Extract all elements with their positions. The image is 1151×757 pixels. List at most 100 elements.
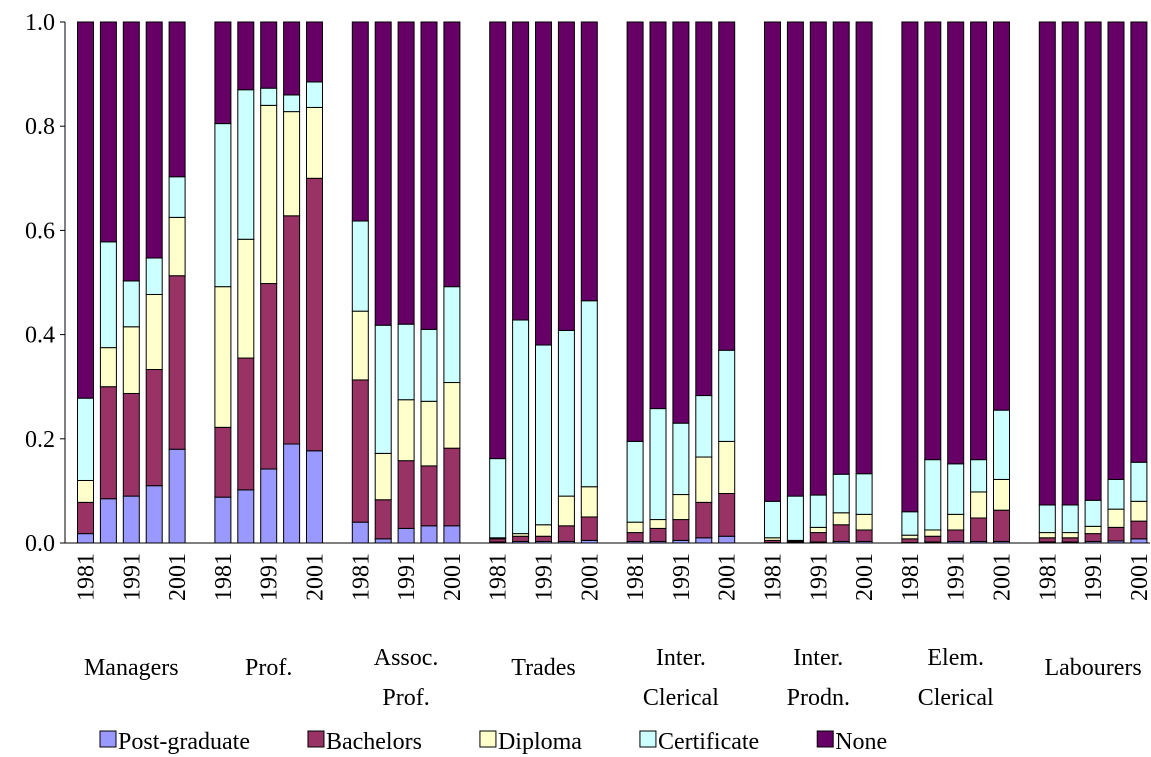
- bar-segment: [122, 392, 140, 497]
- bar-segment: [77, 533, 94, 544]
- bar-segment: [1130, 538, 1148, 544]
- bar-segment: [443, 525, 461, 544]
- bar-segment: [77, 21, 94, 399]
- bar-segment: [214, 496, 232, 544]
- legend-swatch: [639, 730, 657, 748]
- x-tick-label: 1991: [1081, 553, 1107, 601]
- bar-segment: [947, 529, 965, 542]
- x-tick-label: 2001: [303, 553, 329, 601]
- bar-segment: [580, 486, 598, 518]
- group-label: Clerical: [643, 685, 719, 711]
- bar-segment: [718, 349, 736, 442]
- bar-segment: [168, 275, 186, 450]
- bar-segment: [397, 399, 415, 462]
- bar-segment: [535, 344, 552, 526]
- bar-segment: [1107, 526, 1125, 542]
- x-tick-label: 2001: [852, 553, 878, 601]
- bar-segment: [397, 323, 415, 401]
- bar-segment: [214, 426, 232, 498]
- bar-segment: [351, 310, 369, 381]
- bar-segment: [580, 21, 598, 302]
- bar-segment: [122, 280, 140, 328]
- bar-segment: [214, 286, 232, 428]
- x-tick-label: 1991: [257, 553, 283, 601]
- bar-segment: [99, 498, 117, 544]
- bar-segment: [443, 21, 461, 288]
- bar-segment: [443, 286, 461, 384]
- bar-segment: [1130, 500, 1148, 522]
- bar-segment: [168, 176, 186, 218]
- x-tick-label: 1991: [532, 553, 558, 601]
- bar-segment: [283, 215, 301, 445]
- bar-segment: [1084, 21, 1102, 501]
- bar-segment: [1038, 532, 1056, 539]
- bar-segment: [649, 519, 667, 529]
- bar-segment: [901, 534, 919, 540]
- bar-segment: [832, 473, 850, 514]
- bar-segment: [718, 493, 736, 537]
- bar-segment: [512, 21, 530, 321]
- bar-segment: [1061, 21, 1079, 506]
- x-tick-label: 1981: [74, 553, 100, 601]
- bar-segment: [901, 538, 919, 543]
- bar-segment: [855, 513, 873, 531]
- bar-segment: [809, 494, 827, 528]
- bar-segment: [351, 220, 369, 312]
- bar-segment: [489, 21, 507, 460]
- x-tick-label: 1981: [486, 553, 512, 601]
- bar-segment: [557, 21, 575, 331]
- bar-segment: [1038, 21, 1056, 506]
- y-tick-label: 0.0: [25, 531, 55, 557]
- bar-segment: [397, 21, 415, 325]
- bar-segment: [626, 440, 644, 523]
- x-tick-label: 1981: [761, 553, 787, 601]
- bar-segment: [420, 21, 438, 330]
- bar-segment: [237, 21, 255, 91]
- y-tick-label: 0.2: [25, 427, 55, 453]
- bar-segment: [1130, 21, 1148, 463]
- x-tick-label: 1981: [348, 553, 374, 601]
- bar-segment: [397, 460, 415, 529]
- legend-swatch: [479, 730, 497, 748]
- bar-segment: [374, 452, 392, 501]
- bar-segment: [672, 519, 690, 541]
- y-tick-label: 1.0: [25, 10, 55, 36]
- x-tick-label: 1981: [623, 553, 649, 601]
- group-label: Elem.: [927, 645, 984, 671]
- bar-segment: [764, 21, 781, 502]
- x-tick-label: 1991: [944, 553, 970, 601]
- x-tick-label: 1991: [394, 553, 420, 601]
- bar-segment: [1084, 499, 1102, 527]
- bar-segment: [168, 216, 186, 277]
- y-tick-label: 0.6: [25, 218, 55, 244]
- bar-segment: [283, 111, 301, 217]
- legend-label: None: [835, 729, 887, 755]
- bar-segment: [993, 21, 1010, 411]
- bar-segment: [351, 21, 369, 222]
- bar-segment: [695, 395, 713, 458]
- x-tick-label: 1981: [1035, 553, 1061, 601]
- bar-segment: [283, 94, 301, 113]
- bar-segment: [260, 283, 278, 470]
- bar-segment: [237, 238, 255, 359]
- bar-segment: [535, 535, 552, 542]
- bar-segment: [77, 397, 94, 481]
- bar-segment: [1107, 508, 1125, 528]
- bar-segment: [924, 459, 942, 531]
- bar-segment: [1107, 478, 1125, 510]
- bar-segment: [580, 516, 598, 541]
- bar-segment: [237, 357, 255, 491]
- bar-segment: [557, 495, 575, 527]
- bar-segment: [832, 524, 850, 542]
- bar-segment: [145, 293, 163, 371]
- bar-segment: [649, 408, 667, 521]
- legend-swatch: [816, 730, 834, 748]
- bar-segment: [374, 499, 392, 540]
- bar-segment: [122, 326, 140, 394]
- bar-segment: [695, 21, 713, 397]
- bar-segment: [374, 324, 392, 454]
- group-label: Assoc.: [374, 645, 439, 671]
- group-label: Prof.: [245, 655, 292, 681]
- bar-segment: [260, 104, 278, 285]
